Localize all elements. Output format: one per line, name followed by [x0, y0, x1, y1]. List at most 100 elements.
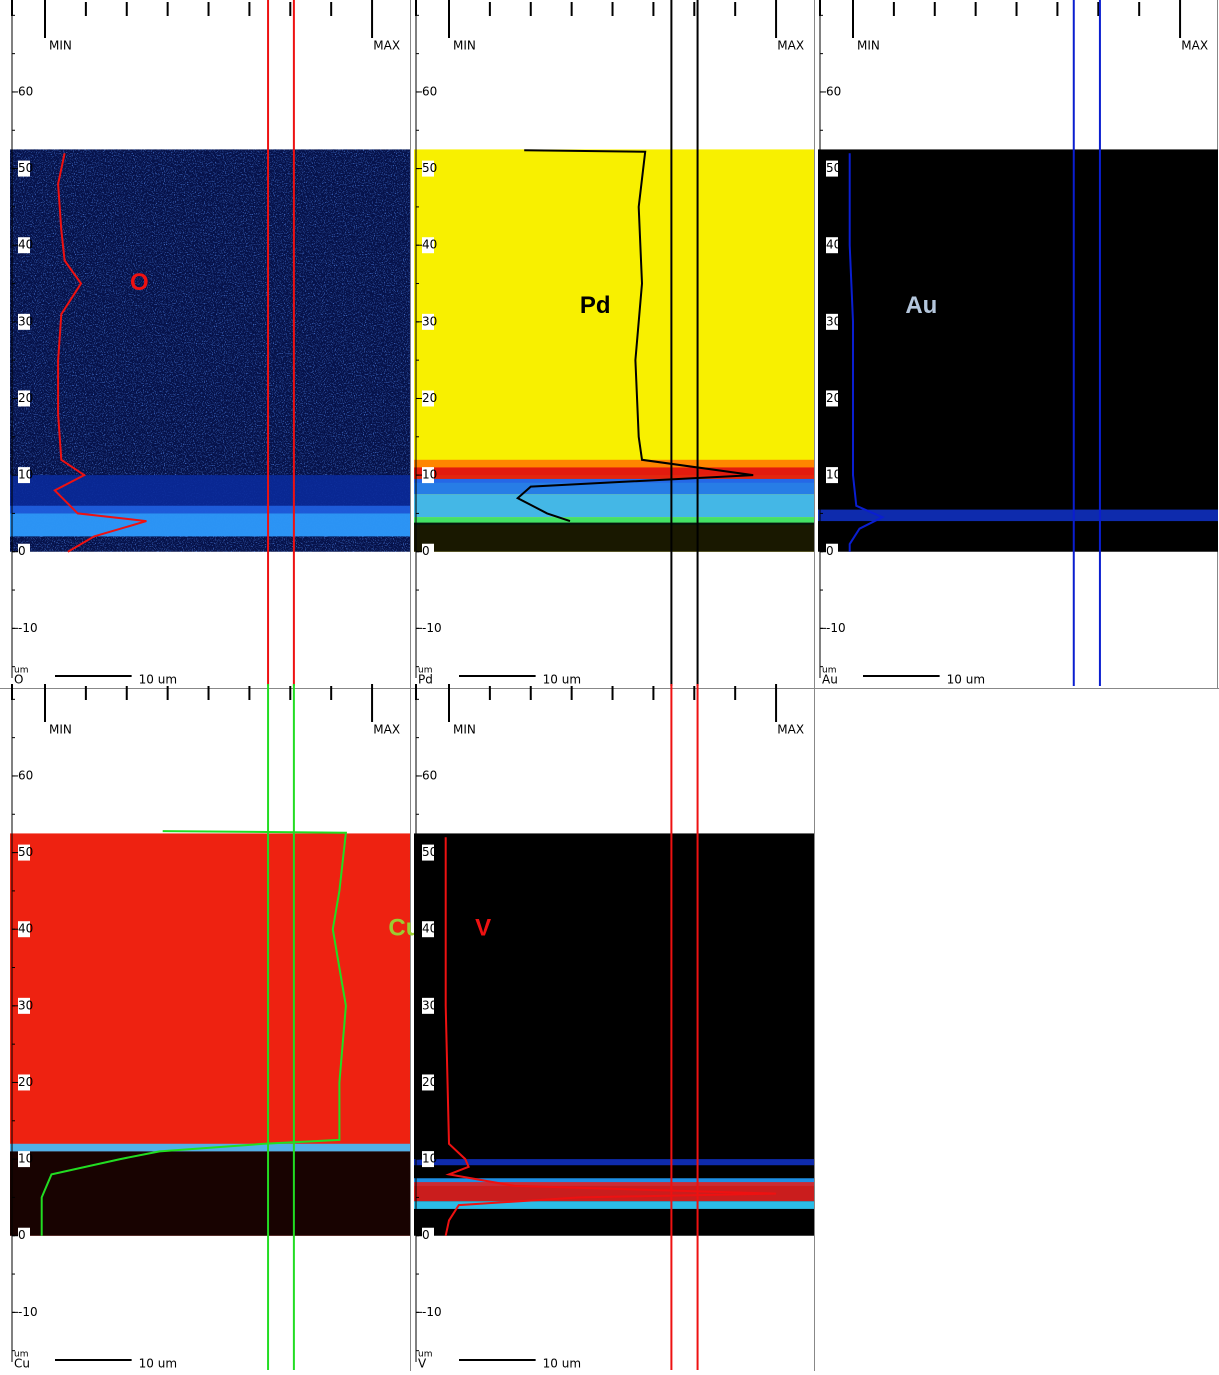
corner-element: Pd [418, 673, 433, 687]
y-tick-label: 30 [422, 314, 437, 328]
y-tick-label: 50 [422, 161, 437, 175]
tick-label-bg [422, 390, 434, 407]
tick-label-bg [826, 313, 838, 330]
scale-label: 10 um [543, 1357, 581, 1371]
y-tick-label: 10 [422, 1152, 437, 1166]
element-label: Pd [580, 292, 611, 319]
y-tick-label: 50 [18, 845, 33, 859]
tick-label-bg [422, 1227, 434, 1244]
map-band [414, 517, 814, 525]
line-profile [53, 153, 147, 553]
line-profile [444, 837, 777, 1236]
tick-label-bg [18, 997, 30, 1014]
y-unit-label: um [14, 666, 28, 676]
map-band [10, 513, 410, 537]
line-profile [515, 149, 754, 523]
y-tick-label: -10 [18, 621, 38, 635]
line-profile [40, 830, 348, 1236]
tick-label-bg [422, 1074, 434, 1091]
element-label: V [475, 915, 491, 942]
x-tick-label: MIN [453, 723, 476, 737]
y-tick-label: 20 [18, 1075, 33, 1089]
y-tick-label: 20 [422, 391, 437, 405]
y-tick-label: 20 [826, 391, 841, 405]
tick-label-bg [422, 237, 434, 254]
scale-label: 10 um [947, 673, 985, 687]
scale-label: 10 um [139, 673, 177, 687]
y-tick-label: 40 [422, 922, 437, 936]
x-tick-label: MAX [777, 723, 804, 737]
tick-label-bg [18, 313, 30, 330]
y-tick-label: 10 [422, 468, 437, 482]
y-tick-label: 40 [18, 922, 33, 936]
y-tick-label: 10 [18, 468, 33, 482]
tick-label-bg [422, 160, 434, 177]
tick-label-bg [18, 237, 30, 254]
y-tick-label: -10 [422, 1305, 442, 1319]
tick-label-bg [422, 844, 434, 861]
y-tick-label: 60 [18, 84, 33, 98]
y-tick-label: 60 [18, 768, 33, 782]
x-tick-label: MIN [49, 723, 72, 737]
y-unit-label: um [14, 1350, 28, 1360]
scale-label: 10 um [543, 673, 581, 687]
corner-element: V [418, 1357, 427, 1371]
map-band [414, 522, 814, 552]
y-unit-label: um [822, 666, 836, 676]
y-tick-label: 30 [18, 314, 33, 328]
y-tick-label: 30 [422, 998, 437, 1012]
y-tick-label: 0 [422, 1228, 430, 1242]
y-tick-label: 0 [18, 1228, 26, 1242]
tick-label-bg [826, 467, 838, 484]
y-tick-label: -10 [18, 1305, 38, 1319]
x-tick-label: MAX [1181, 39, 1208, 53]
y-tick-label: 40 [422, 238, 437, 252]
map-band [10, 1151, 410, 1236]
y-unit-label: um [418, 666, 432, 676]
y-tick-label: 40 [826, 238, 841, 252]
tick-label-bg [422, 921, 434, 938]
tick-label-bg [826, 160, 838, 177]
y-tick-label: 40 [18, 238, 33, 252]
tick-label-bg [826, 390, 838, 407]
element-label: Au [905, 292, 937, 319]
y-tick-label: 60 [422, 84, 437, 98]
y-tick-label: 10 [18, 1152, 33, 1166]
x-tick-label: MIN [453, 39, 476, 53]
y-tick-label: 0 [422, 544, 430, 558]
tick-label-bg [18, 921, 30, 938]
map-band [414, 1159, 814, 1166]
y-tick-label: 50 [422, 845, 437, 859]
tick-label-bg [422, 997, 434, 1014]
map-image [818, 149, 1218, 552]
tick-label-bg [826, 543, 838, 560]
tick-label-bg [18, 1151, 30, 1168]
tick-label-bg [826, 237, 838, 254]
y-tick-label: 60 [826, 84, 841, 98]
y-tick-label: 30 [826, 314, 841, 328]
tick-label-bg [422, 467, 434, 484]
element-label: O [130, 269, 149, 296]
tick-label-bg [18, 1227, 30, 1244]
tick-label-bg [18, 1074, 30, 1091]
map-band [414, 478, 814, 495]
map-band [414, 1182, 814, 1202]
corner-element: Au [822, 673, 838, 687]
map-image [414, 833, 814, 1236]
map-band [10, 505, 410, 514]
tick-label-bg [422, 313, 434, 330]
tick-label-bg [18, 543, 30, 560]
y-tick-label: 60 [422, 768, 437, 782]
y-tick-label: -10 [422, 621, 442, 635]
x-tick-label: MAX [777, 39, 804, 53]
x-tick-label: MIN [857, 39, 880, 53]
y-tick-label: 30 [18, 998, 33, 1012]
corner-element: O [14, 673, 23, 687]
y-tick-label: 20 [18, 391, 33, 405]
